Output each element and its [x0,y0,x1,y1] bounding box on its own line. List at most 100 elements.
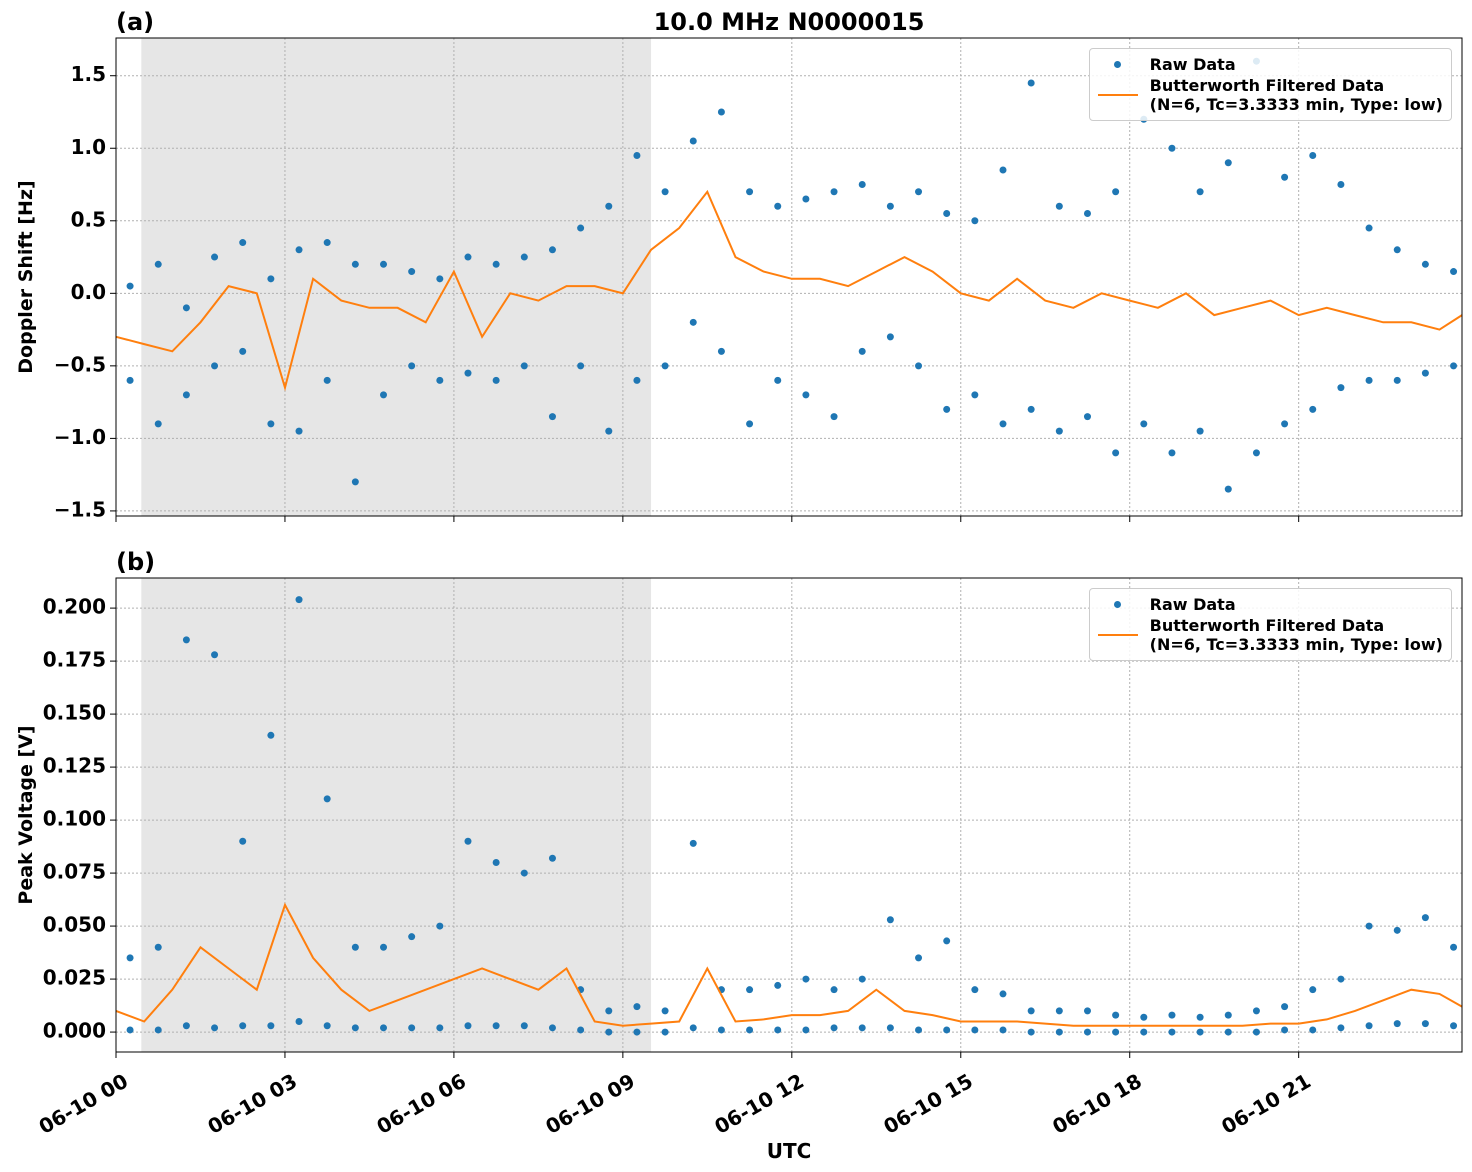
raw-point [1309,986,1317,994]
legend: Raw Data Butterworth Filtered Data (N=6, … [1088,588,1452,661]
raw-point [1421,1020,1429,1028]
raw-point [126,282,134,290]
raw-point [1112,1011,1120,1019]
y-tick-label: 0.050 [43,913,106,937]
raw-point [1055,202,1063,210]
raw-point [267,275,275,283]
y-tick-label: −1.0 [54,425,106,449]
raw-point [1393,926,1401,934]
raw-point [1252,449,1260,457]
y-tick-label: −1.5 [54,497,106,521]
raw-point [1055,1028,1063,1036]
raw-point [323,376,331,384]
raw-point [858,1024,866,1032]
raw-point [323,1022,331,1030]
raw-point [605,427,613,435]
raw-point [971,986,979,994]
raw-point [1393,1020,1401,1028]
raw-point [717,108,725,116]
raw-point [971,1026,979,1034]
raw-point [1196,188,1204,196]
raw-point [239,239,247,247]
raw-point [492,260,500,268]
legend-key [1097,616,1138,636]
raw-point [464,369,472,377]
raw-point [1337,181,1345,189]
raw-point [1083,210,1091,218]
raw-point [1083,1007,1091,1015]
raw-point [802,975,810,983]
raw-point [380,943,388,951]
x-tick-label: 06-10 21 [1217,1069,1315,1139]
raw-point [774,981,782,989]
legend-entry: Butterworth Filtered Data (N=6, Tc=3.333… [1097,616,1443,654]
y-tick-label: 1.5 [71,62,106,86]
raw-point [436,275,444,283]
raw-point [605,1007,613,1015]
raw-point [436,1024,444,1032]
legend: Raw Data Butterworth Filtered Data (N=6, … [1088,48,1452,121]
raw-point [154,943,162,951]
raw-point [1027,1007,1035,1015]
y-tick-label: 0.025 [43,966,106,990]
raw-point [408,1024,416,1032]
raw-point [915,954,923,962]
raw-point [548,854,556,862]
raw-point [746,420,754,428]
raw-point [1196,1013,1204,1021]
legend-entry: Raw Data [1098,55,1443,74]
legend-entry: Butterworth Filtered Data (N=6, Tc=3.333… [1097,76,1443,114]
raw-point [126,954,134,962]
legend-line [1097,94,1138,96]
raw-point [492,858,500,866]
shaded-region [141,578,652,1052]
raw-point [633,376,641,384]
raw-point [436,922,444,930]
y-tick-label: 0.075 [43,860,106,884]
raw-point [464,1022,472,1030]
raw-point [605,202,613,210]
raw-point [380,1024,388,1032]
raw-point [1393,376,1401,384]
raw-point [548,1024,556,1032]
raw-point [295,596,303,604]
legend-text: Butterworth Filtered Data (N=6, Tc=3.333… [1149,616,1443,654]
raw-point [267,731,275,739]
raw-point [154,420,162,428]
raw-point [295,427,303,435]
raw-point [239,1022,247,1030]
raw-point [1309,1026,1317,1034]
raw-point [886,202,894,210]
panel-label: (a) [116,8,154,36]
raw-point [408,268,416,276]
raw-point [267,420,275,428]
raw-point [774,376,782,384]
legend-key [1098,595,1138,613]
raw-point [1365,376,1373,384]
raw-point [1027,1028,1035,1036]
raw-point [408,933,416,941]
raw-point [1337,975,1345,983]
raw-point [1083,1028,1091,1036]
x-tick-label: 06-10 06 [372,1069,470,1139]
legend-marker [1113,61,1121,68]
x-axis-label: UTC [767,1139,812,1163]
raw-point [999,990,1007,998]
raw-point [633,1003,641,1011]
raw-point [1112,449,1120,457]
raw-point [1252,1028,1260,1036]
legend-text: Butterworth Filtered Data (N=6, Tc=3.333… [1149,76,1443,114]
raw-point [915,362,923,370]
raw-point [633,152,641,160]
raw-point [689,137,697,145]
raw-point [380,391,388,399]
raw-point [211,1024,219,1032]
raw-point [633,1028,641,1036]
raw-point [1224,159,1232,167]
raw-point [746,188,754,196]
raw-point [999,166,1007,174]
raw-point [746,1026,754,1034]
raw-point [1281,1003,1289,1011]
raw-point [351,943,359,951]
